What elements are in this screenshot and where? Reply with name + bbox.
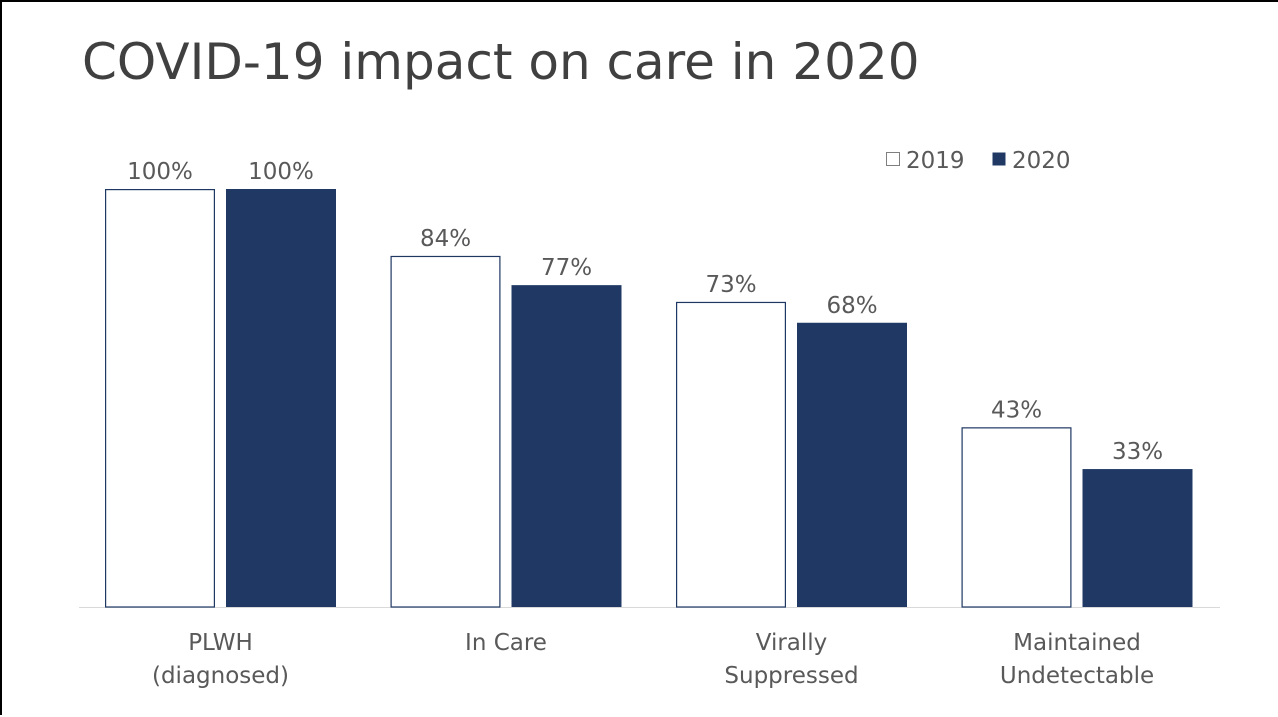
- data-label-2019-0: 100%: [127, 159, 193, 185]
- category-label-1: In Care: [465, 630, 547, 656]
- data-label-2020-0: 100%: [248, 159, 314, 185]
- bar-2019-1: [390, 255, 501, 608]
- category-label-2-line-0: Virally: [756, 630, 828, 656]
- data-label-2019-2: 73%: [705, 272, 756, 298]
- category-label-3-line-1: Undetectable: [1000, 663, 1154, 689]
- bar-2019-2: [675, 301, 786, 608]
- data-label-2020-3: 33%: [1112, 439, 1163, 465]
- data-label-2020-2: 68%: [826, 293, 877, 319]
- bar-2019-3: [961, 427, 1072, 608]
- category-label-0-line-0: PLWH: [188, 630, 253, 656]
- legend-label-2019: 2019: [906, 148, 965, 174]
- data-label-2019-3: 43%: [991, 397, 1042, 423]
- category-label-3-line-0: Maintained: [1013, 630, 1141, 656]
- bar-2019-0: [104, 189, 216, 608]
- data-label-2019-1: 84%: [420, 226, 471, 252]
- bar-2020-3: [1082, 469, 1193, 607]
- category-label-0-line-1: (diagnosed): [152, 663, 289, 689]
- page-title: COVID-19 impact on care in 2020: [82, 33, 920, 91]
- category-label-2-line-1: Suppressed: [724, 663, 858, 689]
- legend-swatch-2019: [886, 152, 900, 166]
- legend-swatch-2020: [992, 152, 1006, 166]
- bar-2020-0: [226, 189, 336, 607]
- bar-2020-1: [511, 285, 622, 607]
- data-label-2020-1: 77%: [541, 255, 592, 281]
- legend-label-2020: 2020: [1012, 148, 1071, 174]
- bar-2020-2: [797, 322, 907, 607]
